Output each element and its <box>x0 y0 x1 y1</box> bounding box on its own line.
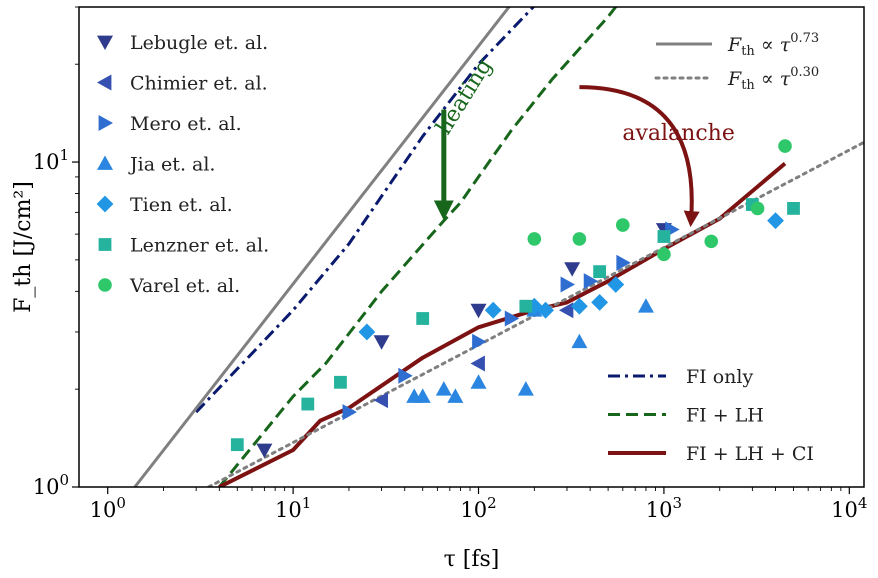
series-jia-et-al <box>406 298 654 403</box>
data-point <box>571 333 588 349</box>
data-point <box>517 381 534 396</box>
data-point <box>558 302 574 319</box>
data-point <box>256 443 273 458</box>
data-point <box>472 333 487 350</box>
data-point <box>607 276 625 293</box>
legend-power-laws: Fth ∝ τ0.73 Fth ∝ τ0.30 <box>654 31 819 93</box>
legend-label: FI + LH + CI <box>686 443 814 465</box>
legend-scatter: Lebugle et. al. Chimier et. al. Mero et. a… <box>96 32 269 297</box>
legend-label: Jia et. al. <box>128 154 215 176</box>
data-point <box>750 201 765 216</box>
x-tick-label: 101 <box>275 494 311 522</box>
markers-layer <box>230 139 800 458</box>
y-axis-label: F_th [J/cm²] <box>11 181 36 313</box>
data-point <box>570 297 588 315</box>
data-point <box>358 323 376 341</box>
y-tick-label: 101 <box>33 146 69 174</box>
legend-label: FI only <box>686 366 753 388</box>
data-point <box>470 355 485 372</box>
data-point <box>637 298 654 313</box>
data-point <box>778 139 792 153</box>
legend-marker <box>97 74 112 91</box>
x-tick-label: 100 <box>90 494 126 522</box>
data-point <box>704 234 719 249</box>
data-point <box>591 293 609 311</box>
data-point <box>787 202 800 215</box>
series-line-fi-lh-ci <box>218 161 787 487</box>
legends-layer: Lebugle et. al. Chimier et. al. Mero et. a… <box>96 31 819 465</box>
legend-label: Lebugle et. al. <box>130 32 268 54</box>
data-point <box>504 310 520 327</box>
data-point <box>616 254 631 271</box>
x-tick-label: 102 <box>460 494 496 522</box>
avalanche-arrow <box>579 85 700 228</box>
data-point <box>334 375 347 389</box>
data-point <box>537 301 554 319</box>
legend-label: Fth ∝ τ0.73 <box>727 31 819 59</box>
data-point <box>435 381 452 396</box>
y-tick-label: 100 <box>33 471 69 499</box>
data-point <box>527 232 542 246</box>
plot-frame <box>78 6 865 488</box>
data-point <box>414 388 431 403</box>
data-point <box>373 335 390 350</box>
data-point <box>615 218 630 232</box>
data-point <box>572 232 587 246</box>
series-varel-et-al <box>527 139 792 262</box>
annotation-avalanche: avalanche <box>622 121 735 146</box>
data-point <box>564 262 581 277</box>
legend-label: Fth ∝ τ0.30 <box>727 65 819 93</box>
data-point <box>416 312 430 325</box>
series-lenzner-et-al <box>230 198 800 452</box>
data-point <box>657 247 671 262</box>
data-point <box>519 299 533 313</box>
legend-marker <box>98 278 112 292</box>
annotation-heating: heating <box>432 54 498 139</box>
data-point <box>342 404 357 421</box>
data-point <box>560 276 575 293</box>
axes-layer: 100 101 102 103 104 100 101 τ [fs] F_th [J/cm²] <box>11 6 867 572</box>
series-tien-et-al <box>358 212 784 341</box>
data-point <box>657 230 671 243</box>
legend-label: Varel et. al. <box>129 275 240 297</box>
legend-label: Mero et. al. <box>130 113 242 135</box>
legend-label: Tien et. al. <box>130 194 233 216</box>
legend-marker <box>98 115 113 131</box>
legend-label: Chimier et. al. <box>130 73 268 95</box>
x-tick-label: 104 <box>831 494 867 522</box>
legend-marker <box>97 155 113 170</box>
legend-label: Lenzner et. al. <box>130 235 269 257</box>
series-line-fi-lh <box>218 7 618 487</box>
data-point <box>398 367 413 384</box>
data-point <box>470 374 487 389</box>
data-point <box>593 265 607 279</box>
data-point <box>230 438 244 452</box>
series-line-f-th-0-73 <box>133 7 511 487</box>
data-point <box>470 303 487 319</box>
x-axis-label: τ [fs] <box>444 547 500 572</box>
data-point <box>767 212 784 230</box>
legend-marker <box>97 35 113 50</box>
legend-marker <box>98 238 112 251</box>
data-point <box>447 388 464 403</box>
x-tick-label: 103 <box>646 494 682 522</box>
data-point <box>373 392 388 409</box>
data-point <box>301 397 315 411</box>
series-chimier-et-al <box>373 302 574 409</box>
series-mero-et-al <box>342 221 680 421</box>
data-point <box>583 273 599 290</box>
data-point <box>484 301 502 319</box>
legend-marker <box>96 195 114 213</box>
legend-label: FI + LH <box>686 405 764 427</box>
legend-models: FI only FI + LH FI + LH + CI <box>608 366 814 465</box>
series-line-fi-only <box>195 7 536 414</box>
